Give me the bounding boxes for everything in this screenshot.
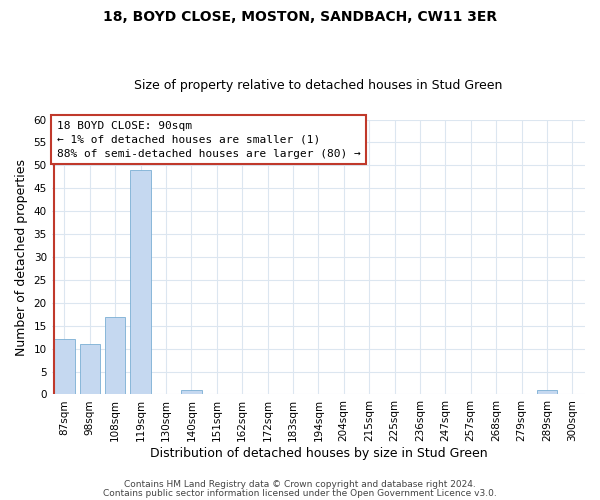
- Bar: [130, 170, 151, 394]
- X-axis label: Distribution of detached houses by size in Stud Green: Distribution of detached houses by size …: [149, 447, 487, 460]
- Bar: [181, 390, 202, 394]
- Bar: [54, 340, 74, 394]
- Text: 18, BOYD CLOSE, MOSTON, SANDBACH, CW11 3ER: 18, BOYD CLOSE, MOSTON, SANDBACH, CW11 3…: [103, 10, 497, 24]
- Bar: [105, 316, 125, 394]
- Bar: [537, 390, 557, 394]
- Text: 18 BOYD CLOSE: 90sqm
← 1% of detached houses are smaller (1)
88% of semi-detache: 18 BOYD CLOSE: 90sqm ← 1% of detached ho…: [57, 121, 361, 159]
- Text: Contains public sector information licensed under the Open Government Licence v3: Contains public sector information licen…: [103, 489, 497, 498]
- Bar: [80, 344, 100, 395]
- Text: Contains HM Land Registry data © Crown copyright and database right 2024.: Contains HM Land Registry data © Crown c…: [124, 480, 476, 489]
- Title: Size of property relative to detached houses in Stud Green: Size of property relative to detached ho…: [134, 79, 503, 92]
- Y-axis label: Number of detached properties: Number of detached properties: [15, 158, 28, 356]
